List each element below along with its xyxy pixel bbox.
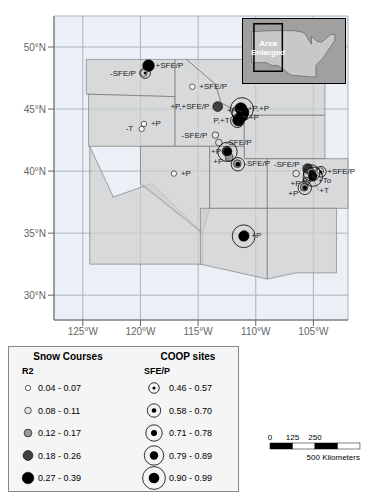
svg-text:125°W: 125°W (68, 326, 99, 337)
svg-text:120°W: 120°W (125, 326, 156, 337)
svg-text:+SFE/P: +SFE/P (327, 167, 355, 176)
svg-text:0: 0 (268, 433, 273, 442)
svg-text:AreaEnlarged: AreaEnlarged (251, 39, 285, 58)
svg-text:COOP sites: COOP sites (161, 351, 216, 362)
svg-text:0.08 - 0.11: 0.08 - 0.11 (38, 406, 80, 416)
svg-text:+T: +T (319, 186, 329, 195)
svg-text:+P,+SFE/P: +P,+SFE/P (170, 102, 209, 111)
svg-text:SFE/P: SFE/P (144, 366, 170, 376)
svg-text:110°W: 110°W (241, 326, 271, 337)
svg-text:-SFE/P: -SFE/P (274, 160, 300, 169)
svg-text:0.79 - 0.89: 0.79 - 0.89 (169, 451, 212, 461)
svg-text:0.27 - 0.39: 0.27 - 0.39 (38, 473, 81, 483)
svg-text:-SFE/P: -SFE/P (226, 138, 252, 147)
svg-text:0.58 - 0.70: 0.58 - 0.70 (169, 406, 212, 416)
svg-text:+P: +P (288, 189, 298, 198)
svg-text:30°N: 30°N (24, 290, 46, 301)
svg-text:35°N: 35°N (24, 228, 46, 239)
svg-text:P,+T: P,+T (214, 116, 230, 125)
svg-text:+P: +P (181, 169, 191, 178)
svg-text:+To: +To (318, 176, 332, 185)
svg-text:+P: +P (291, 179, 301, 188)
svg-text:-T: -T (126, 124, 134, 133)
svg-text:0.18 - 0.26: 0.18 - 0.26 (38, 451, 81, 461)
svg-text:125: 125 (286, 433, 300, 442)
svg-text:+P: +P (213, 157, 223, 166)
svg-text:500 Kilometers: 500 Kilometers (307, 453, 360, 462)
svg-text:+SFE/P: +SFE/P (199, 82, 227, 91)
svg-text:250: 250 (308, 433, 322, 442)
svg-text:+P: +P (227, 106, 237, 115)
svg-text:45°N: 45°N (24, 104, 46, 115)
svg-text:0.71 - 0.78: 0.71 - 0.78 (169, 428, 212, 438)
svg-text:50°N: 50°N (24, 42, 46, 53)
svg-text:115°W: 115°W (183, 326, 213, 337)
svg-text:Snow Courses: Snow Courses (33, 351, 103, 362)
svg-text:+P,+P: +P,+P (248, 104, 269, 113)
svg-text:+P: +P (211, 147, 221, 156)
svg-text:-SFE/P: -SFE/P (110, 69, 136, 78)
svg-text:+P: +P (151, 119, 161, 128)
svg-text:R2: R2 (22, 366, 34, 376)
svg-text:0.04 - 0.07: 0.04 - 0.07 (38, 383, 81, 393)
svg-text:-SFE/P: -SFE/P (182, 131, 208, 140)
svg-text:+P: +P (251, 231, 261, 240)
svg-text:40°N: 40°N (24, 166, 46, 177)
svg-text:-SFE/P: -SFE/P (244, 159, 270, 168)
svg-text:105°W: 105°W (298, 326, 329, 337)
svg-text:0.12 - 0.17: 0.12 - 0.17 (38, 428, 81, 438)
svg-text:0.46 - 0.57: 0.46 - 0.57 (169, 383, 212, 393)
svg-text:0.90 - 0.99: 0.90 - 0.99 (169, 473, 212, 483)
svg-text:+P: +P (249, 113, 259, 122)
svg-text:+SFE/P: +SFE/P (156, 61, 184, 70)
